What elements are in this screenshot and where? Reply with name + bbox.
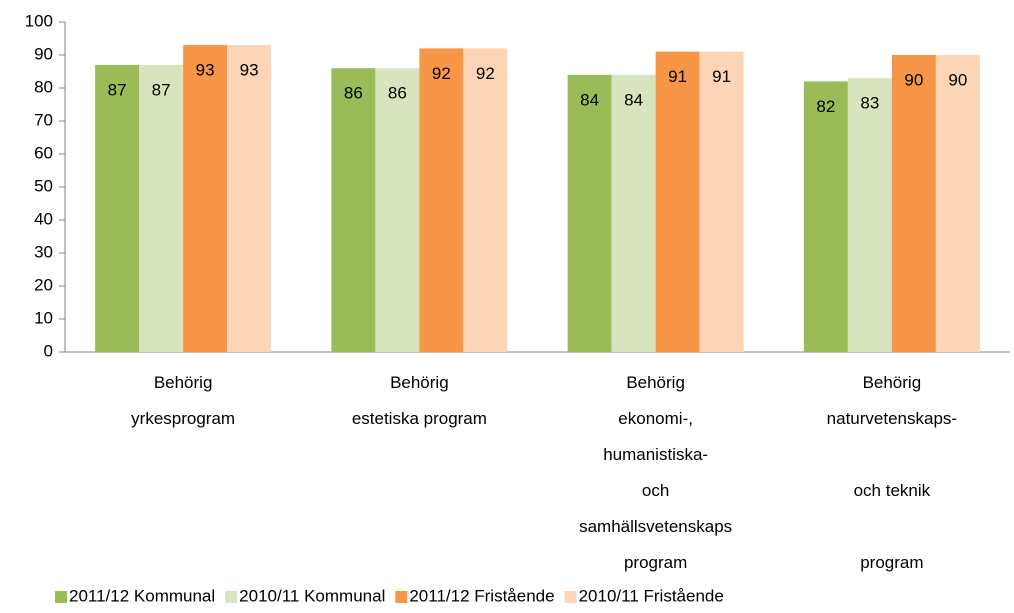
x-tick-label-line: Behörig bbox=[863, 373, 922, 392]
y-tick-label: 90 bbox=[34, 44, 53, 63]
y-tick-label: 20 bbox=[34, 275, 53, 294]
data-label: 82 bbox=[816, 97, 835, 116]
y-tick-label: 30 bbox=[34, 242, 53, 261]
y-tick-label: 70 bbox=[34, 110, 53, 129]
bar bbox=[375, 68, 420, 352]
x-tick-label-line: Behörig bbox=[390, 373, 449, 392]
bar bbox=[803, 81, 848, 353]
data-label: 90 bbox=[904, 70, 923, 89]
y-tick-label: 60 bbox=[34, 143, 53, 162]
bar bbox=[611, 74, 656, 353]
bar bbox=[655, 51, 700, 352]
y-tick-label: 10 bbox=[34, 308, 53, 327]
x-tick-label: Behörig ekonomi-, humanistiska-och samhälls… bbox=[579, 373, 732, 572]
x-tick-label-line: Behörig bbox=[154, 373, 213, 392]
x-tick-label-line: och teknik bbox=[854, 481, 931, 500]
legend-label: 2011/12 Kommunal bbox=[69, 586, 215, 605]
legend-label: 2010/11 Kommunal bbox=[239, 586, 385, 605]
legend-swatch bbox=[55, 591, 67, 603]
bar bbox=[139, 64, 184, 353]
bar bbox=[847, 78, 892, 352]
data-label: 90 bbox=[948, 70, 967, 89]
x-tick-label-line: yrkesprogram bbox=[131, 409, 235, 428]
x-tick-label-line: och bbox=[642, 481, 669, 500]
bar bbox=[699, 51, 744, 352]
x-tick-label-line: ekonomi-, bbox=[618, 409, 693, 428]
data-label: 92 bbox=[476, 64, 495, 83]
data-label: 93 bbox=[196, 61, 215, 80]
x-tick-label-line: samhällsvetenskaps bbox=[579, 517, 732, 536]
bar bbox=[935, 55, 980, 352]
y-tick-label: 80 bbox=[34, 77, 53, 96]
x-tick-label-line: humanistiska- bbox=[603, 445, 708, 464]
legend-label: 2011/12 Fristående bbox=[409, 586, 554, 605]
y-tick-label: 50 bbox=[34, 176, 53, 195]
legend-swatch bbox=[395, 591, 408, 603]
data-label: 83 bbox=[860, 94, 879, 113]
legend-label: 2010/11 Fristående bbox=[579, 586, 724, 605]
x-tick-label-line: program bbox=[624, 553, 687, 572]
x-tick-label-line: naturvetenskaps- bbox=[827, 409, 957, 428]
bar bbox=[419, 48, 464, 353]
bar bbox=[331, 68, 376, 352]
data-label: 86 bbox=[344, 84, 363, 103]
bar bbox=[183, 45, 228, 352]
data-label: 87 bbox=[108, 80, 127, 99]
legend-swatch bbox=[564, 591, 577, 603]
x-tick-label-line: program bbox=[860, 553, 923, 572]
x-tick-label: Behörig yrkesprogram bbox=[131, 373, 235, 428]
data-label: 87 bbox=[152, 80, 171, 99]
data-label: 91 bbox=[712, 67, 731, 86]
bar bbox=[567, 74, 612, 353]
x-tick-label-line: estetiska program bbox=[352, 409, 487, 428]
data-label: 86 bbox=[388, 84, 407, 103]
data-label: 93 bbox=[240, 61, 259, 80]
y-tick-label: 40 bbox=[34, 209, 53, 228]
data-label: 91 bbox=[668, 67, 687, 86]
x-tick-label: Behörig naturvetenskaps-och teknik program bbox=[827, 373, 957, 572]
bar bbox=[891, 55, 936, 352]
legend-swatch bbox=[225, 591, 238, 603]
data-label: 92 bbox=[432, 64, 451, 83]
bar bbox=[227, 45, 272, 352]
x-tick-label: Behörig estetiska program bbox=[352, 373, 487, 428]
y-tick-label: 0 bbox=[44, 341, 53, 360]
data-label: 84 bbox=[580, 90, 599, 109]
data-label: 84 bbox=[624, 90, 643, 109]
x-tick-label-line: Behörig bbox=[626, 373, 685, 392]
bar bbox=[463, 48, 508, 353]
y-tick-label: 100 bbox=[25, 11, 53, 30]
bar bbox=[95, 64, 140, 353]
